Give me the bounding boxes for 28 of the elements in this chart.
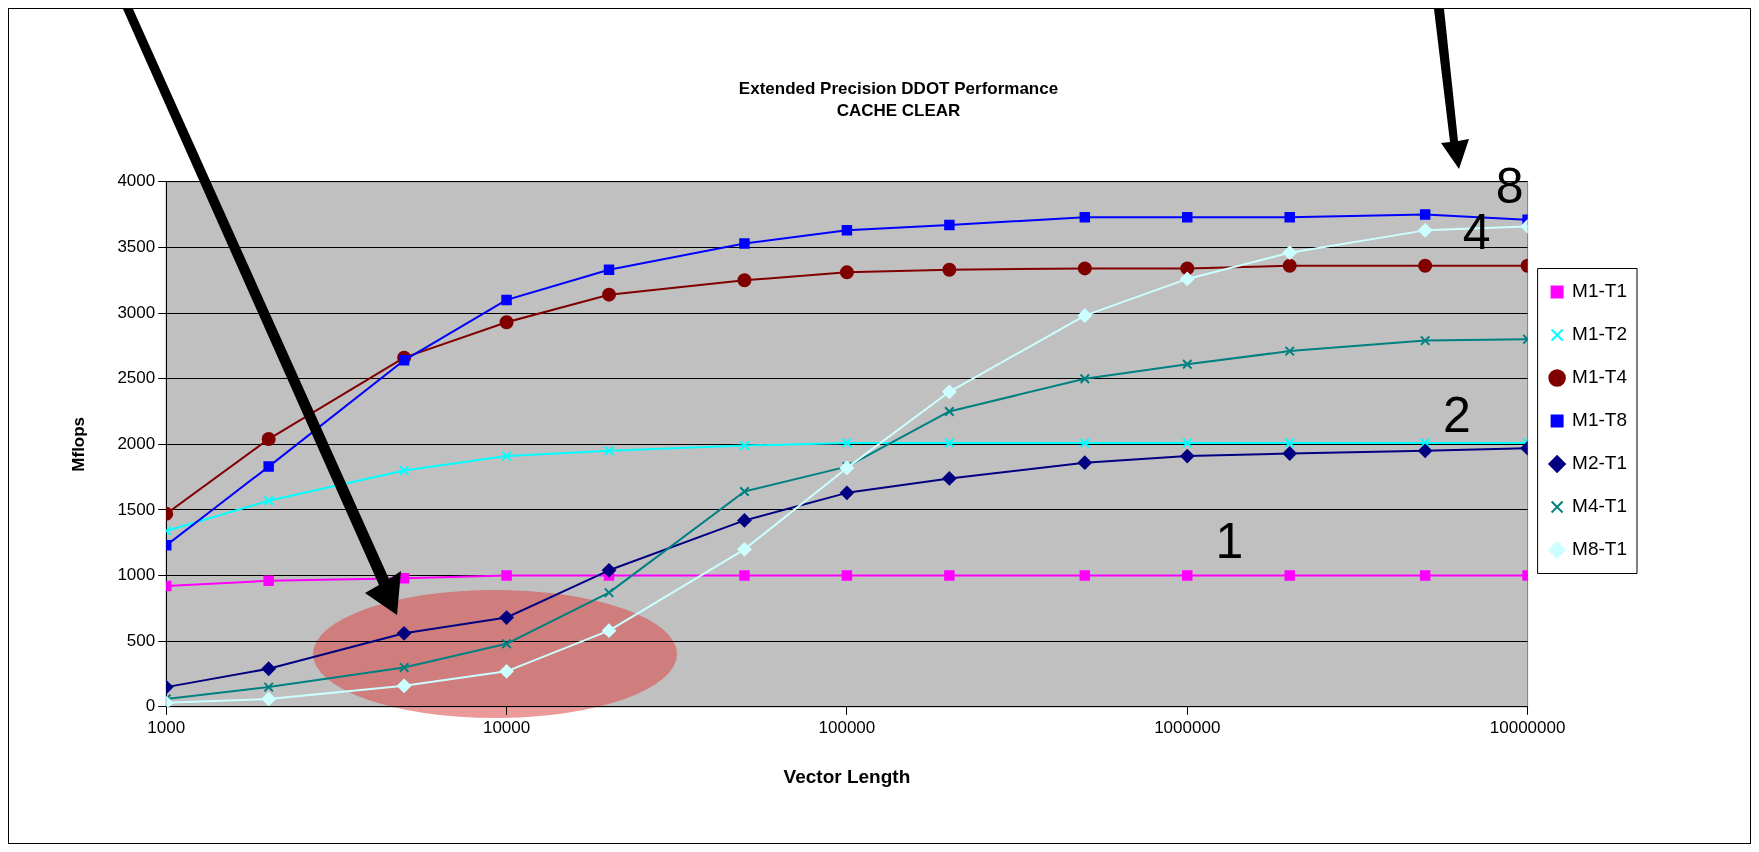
annotation: 2: [1443, 387, 1471, 444]
y-tick-label: 3500: [117, 237, 156, 257]
y-tick-label: 4000: [117, 171, 156, 191]
chart-title: Extended Precision DDOT Performance: [738, 78, 1059, 98]
legend-label: M1-T8: [1572, 409, 1628, 431]
y-tick-label: 500: [126, 630, 156, 650]
y-tick-label: 2000: [117, 433, 156, 453]
legend-label: M1-T2: [1572, 323, 1628, 345]
y-tick-label: 1500: [117, 499, 156, 519]
legend-label: M4-T1: [1572, 495, 1628, 517]
legend-label: M1-T4: [1572, 366, 1628, 388]
legend-label: M8-T1: [1572, 538, 1628, 560]
x-axis-title: Vector Length: [783, 765, 911, 787]
legend-label: M1-T1: [1572, 280, 1628, 302]
annotation: 4: [1462, 203, 1491, 260]
annotation: 1: [1215, 513, 1244, 570]
x-tick-label: 1000: [147, 717, 186, 737]
y-axis-title: Mflops: [68, 416, 88, 472]
x-tick-label: 1000000: [1154, 717, 1221, 737]
y-tick-label: 0: [145, 696, 156, 716]
x-tick-label: 100000: [818, 717, 876, 737]
y-tick-label: 3000: [117, 302, 156, 322]
chart-subtitle: CACHE CLEAR: [836, 101, 961, 121]
y-tick-label: 1000: [117, 565, 156, 585]
y-tick-label: 2500: [117, 368, 156, 388]
x-tick-label: 10000: [482, 717, 531, 737]
legend-label: M2-T1: [1572, 452, 1628, 474]
x-tick-label: 10000000: [1489, 717, 1566, 737]
